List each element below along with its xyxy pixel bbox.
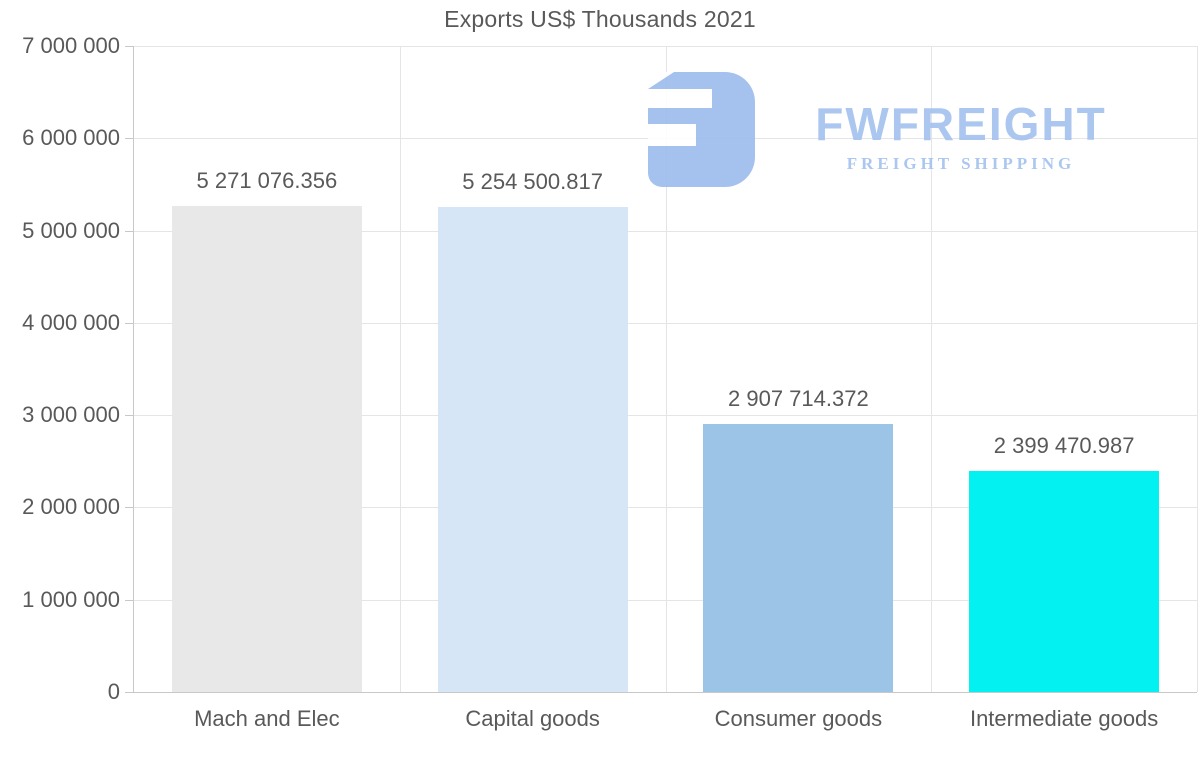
bar-capital-goods [437,207,628,692]
y-axis-label: 4 000 000 [22,309,120,335]
bar-value-label: 2 907 714.372 [728,386,869,411]
y-axis-label: 0 [107,679,120,704]
x-gridline [665,46,667,692]
y-axis-label: 5 000 000 [22,217,120,243]
watermark-text: FWFREIGHT FREIGHT SHIPPING [770,98,1152,174]
x-gridline [1197,46,1198,692]
x-axis-label: Mach and Elec [194,706,340,731]
y-axis-tick [125,507,134,509]
bar-consumer-goods [703,424,894,692]
x-axis-line [133,692,1197,693]
y-axis-tick [125,138,134,140]
y-axis-line [133,46,134,692]
x-axis-label: Intermediate goods [969,706,1159,731]
chart-title: Exports US$ Thousands 2021 [444,6,756,32]
y-axis-label: 2 000 000 [22,494,120,520]
logo-icon-notch-top [648,89,712,108]
x-axis-label: Consumer goods [714,706,883,731]
bar-intermediate-goods [969,471,1160,692]
watermark-tagline: FREIGHT SHIPPING [846,154,1076,173]
bar-mach-and-elec [171,206,362,692]
y-axis-tick [125,322,134,324]
x-gridline [931,46,933,692]
y-axis-label: 3 000 000 [22,402,120,428]
y-axis-tick [125,230,134,232]
x-gridline [399,46,401,692]
bar-value-label: 5 271 076.356 [196,168,338,193]
watermark-brand: FWFREIGHT [815,98,1107,150]
y-axis-label: 6 000 000 [22,125,120,151]
bar-value-label: 2 399 470.987 [993,433,1135,458]
y-axis-label: 1 000 000 [22,586,120,612]
y-axis-tick [125,692,134,693]
logo-icon-corner-cut [648,72,674,89]
logo-icon-notch-bottom [648,124,696,146]
y-axis-label: 7 000 000 [22,33,120,58]
y-axis-tick [125,46,134,47]
x-axis-label: Capital goods [465,706,600,731]
y-axis-tick [125,415,134,417]
bar-value-label: 5 254 500.817 [462,169,603,194]
y-axis-tick [125,599,134,601]
fwfreight-logo-icon [648,72,755,187]
